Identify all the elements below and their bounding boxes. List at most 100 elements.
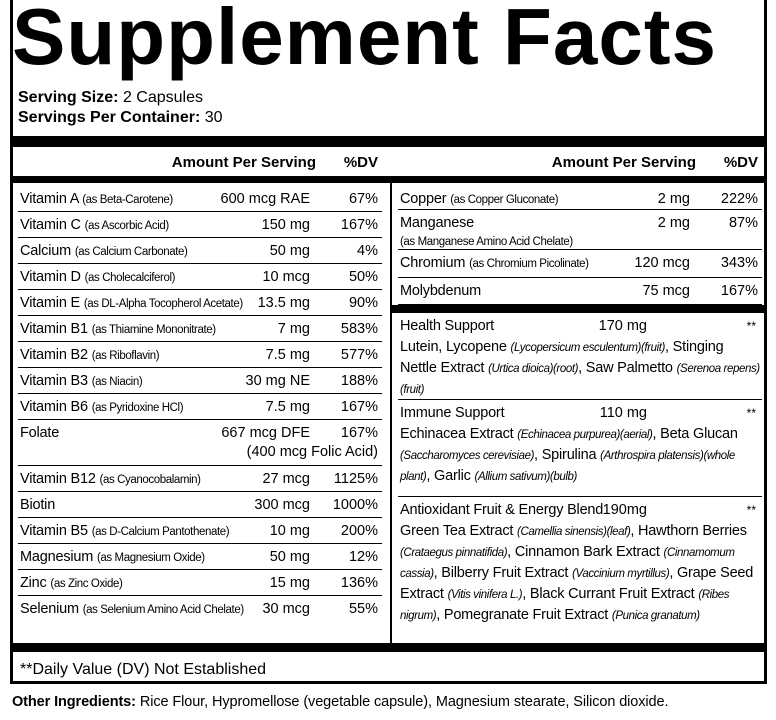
botanical-source: (Vitis vinifera L.)	[447, 589, 523, 601]
nutrient-name: Vitamin B12 (as Cyanocobalamin)	[20, 471, 201, 487]
botanical-source: (Punica granatum)	[611, 610, 700, 622]
nutrient-source: (as Pyridoxine HCl)	[91, 402, 184, 414]
amount-per-serving: 7.5 mg	[265, 347, 310, 363]
amount-per-serving: 10 mcg	[262, 269, 310, 285]
botanical-source: (Vaccinium myrtillus)	[572, 568, 670, 580]
daily-value: 1000%	[332, 497, 378, 513]
daily-value: 188%	[340, 373, 378, 389]
daily-value: 167%	[340, 425, 378, 441]
nutrient-name: Copper (as Copper Gluconate)	[400, 191, 559, 207]
nutrient-name: Zinc (as Zinc Oxide)	[20, 575, 123, 591]
nutrient-name: Selenium (as Selenium Amino Acid Chelate…	[20, 601, 244, 617]
blend-ingredients: Lutein, Lycopene (Lycopersicum esculentu…	[400, 339, 760, 396]
left-column-header: Amount Per Serving %DV	[171, 154, 378, 171]
footnote: **Daily Value (DV) Not Established	[20, 661, 267, 678]
blend-name: Antioxidant Fruit & Energy Blend	[400, 502, 604, 518]
amount-per-serving: 50 mg	[269, 549, 310, 565]
nutrient-source: (as Magnesium Oxide)	[96, 552, 205, 564]
blend-row: Antioxidant Fruit & Energy Blend 190mg ** G…	[398, 497, 762, 643]
nutrient-row: Vitamin B6 (as Pyridoxine HCl) 7.5 mg 167%	[18, 394, 382, 420]
blend-row: Immune Support 110 mg ** Echinacea Extract …	[398, 400, 762, 497]
nutrient-row: Vitamin B5 (as D-Calcium Pantothenate) 10…	[18, 518, 382, 544]
blend-ingredients: Echinacea Extract (Echinacea purpurea)(a…	[400, 426, 738, 484]
daily-value: 1125%	[333, 471, 378, 487]
daily-value: 167%	[720, 283, 758, 299]
nutrient-row: Vitamin D (as Cholecalciferol) 10 mcg 50%	[18, 264, 382, 290]
nutrient-row: Vitamin B3 (as Niacin) 30 mg NE 188%	[18, 368, 382, 394]
nutrient-name: Folate	[20, 425, 60, 441]
daily-value: **	[746, 503, 756, 517]
daily-value: **	[746, 406, 756, 420]
nutrient-row: Vitamin A (as Beta-Carotene) 600 mcg RAE 6…	[18, 186, 382, 212]
nutrient-source: (as Riboflavin)	[91, 350, 160, 362]
amount-per-serving: 120 mcg	[634, 255, 690, 271]
supplement-facts-panel	[10, 0, 767, 684]
nutrient-row: Molybdenum 75 mcg 167%	[398, 278, 762, 305]
botanical-source: (Urtica dioica)(root)	[488, 363, 579, 375]
botanical-source: (Allium sativum)(bulb)	[474, 471, 578, 483]
right-column-header: Amount Per Serving %DV	[551, 154, 758, 171]
divider-thick	[10, 136, 767, 147]
amount-per-serving: 27 mcg	[262, 471, 310, 487]
divider-thick	[10, 176, 767, 183]
nutrient-row: Vitamin B12 (as Cyanocobalamin) 27 mcg 112…	[18, 466, 382, 492]
blend-ingredients: Green Tea Extract (Camellia sinensis)(le…	[400, 523, 754, 623]
nutrient-row: Vitamin B2 (as Riboflavin) 7.5 mg 577%	[18, 342, 382, 368]
nutrient-row: Calcium (as Calcium Carbonate) 50 mg 4%	[18, 238, 382, 264]
daily-value: **	[746, 319, 756, 333]
daily-value: 222%	[720, 191, 758, 207]
amount-per-serving: 2 mg	[657, 191, 690, 207]
amount-per-serving: 10 mg	[269, 523, 310, 539]
amount-per-serving: 2 mg	[657, 215, 690, 231]
amount-per-serving: 7 mg	[277, 321, 310, 337]
blend-amount: 170 mg	[598, 318, 647, 334]
daily-value: 167%	[340, 399, 378, 415]
amount-per-serving: 300 mcg	[254, 497, 310, 513]
daily-value: 90%	[348, 295, 378, 311]
nutrient-name: Molybdenum	[400, 283, 482, 299]
nutrient-row: Chromium (as Chromium Picolinate) 120 mcg…	[398, 250, 762, 278]
nutrient-source: (as Niacin)	[91, 376, 143, 388]
nutrient-name: Vitamin D (as Cholecalciferol)	[20, 269, 176, 285]
amount-per-serving: 150 mg	[261, 217, 310, 233]
left-nutrient-list: Vitamin A (as Beta-Carotene) 600 mcg RAE 6…	[18, 186, 382, 622]
daily-value: 167%	[340, 217, 378, 233]
daily-value: 50%	[348, 269, 378, 285]
amount-per-serving: 30 mcg	[262, 601, 310, 617]
nutrient-name: Vitamin C (as Ascorbic Acid)	[20, 217, 169, 233]
nutrient-name: Vitamin B5 (as D-Calcium Pantothenate)	[20, 523, 230, 539]
nutrient-name: Manganese	[400, 215, 474, 231]
nutrient-name: Vitamin B2 (as Riboflavin)	[20, 347, 160, 363]
nutrient-row: Vitamin B1 (as Thiamine Mononitrate) 7 mg…	[18, 316, 382, 342]
amount-per-serving: 600 mcg RAE	[220, 191, 310, 207]
nutrient-source: (as Copper Gluconate)	[450, 194, 559, 206]
nutrient-row: Selenium (as Selenium Amino Acid Chelate…	[18, 596, 382, 622]
other-ingredients: Other Ingredients: Rice Flour, Hypromell…	[12, 694, 669, 710]
botanical-source: (Arthrospira platensis)(whole plant)	[400, 450, 735, 483]
daily-value: 577%	[340, 347, 378, 363]
daily-value: 583%	[340, 321, 378, 337]
nutrient-row: Vitamin C (as Ascorbic Acid) 150 mg 167%	[18, 212, 382, 238]
blend-name: Health Support	[400, 318, 494, 334]
nutrient-name: Magnesium (as Magnesium Oxide)	[20, 549, 205, 565]
blend-row: Health Support 170 mg ** Lutein, Lycopene (…	[398, 313, 762, 400]
botanical-source: (Serenoa repens)(fruit)	[400, 363, 760, 396]
nutrient-name: Vitamin B6 (as Pyridoxine HCl)	[20, 399, 184, 415]
nutrient-row: Vitamin E (as DL-Alpha Tocopherol Acetat…	[18, 290, 382, 316]
amount-note: (400 mcg Folic Acid)	[246, 444, 378, 460]
nutrient-name: Vitamin E (as DL-Alpha Tocopherol Acetat…	[20, 295, 243, 311]
blend-amount: 110 mg	[599, 405, 647, 421]
daily-value: 343%	[720, 255, 758, 271]
nutrient-source: (as Chromium Picolinate)	[469, 258, 589, 270]
nutrient-name: Chromium (as Chromium Picolinate)	[400, 255, 589, 271]
nutrient-row: Magnesium (as Magnesium Oxide) 50 mg 12%	[18, 544, 382, 570]
daily-value: 200%	[340, 523, 378, 539]
nutrient-row: Biotin 300 mcg 1000%	[18, 492, 382, 518]
nutrient-name: Calcium (as Calcium Carbonate)	[20, 243, 188, 259]
nutrient-row: Folate 667 mcg DFE 167% (400 mcg Folic Aci…	[18, 420, 382, 466]
nutrient-row: Manganese (as Manganese Amino Acid Chela…	[398, 210, 762, 250]
daily-value: 55%	[348, 601, 378, 617]
amount-per-serving: 15 mg	[269, 575, 310, 591]
nutrient-source: (as DL-Alpha Tocopherol Acetate)	[83, 298, 243, 310]
amount-per-serving: 30 mg NE	[245, 373, 310, 389]
